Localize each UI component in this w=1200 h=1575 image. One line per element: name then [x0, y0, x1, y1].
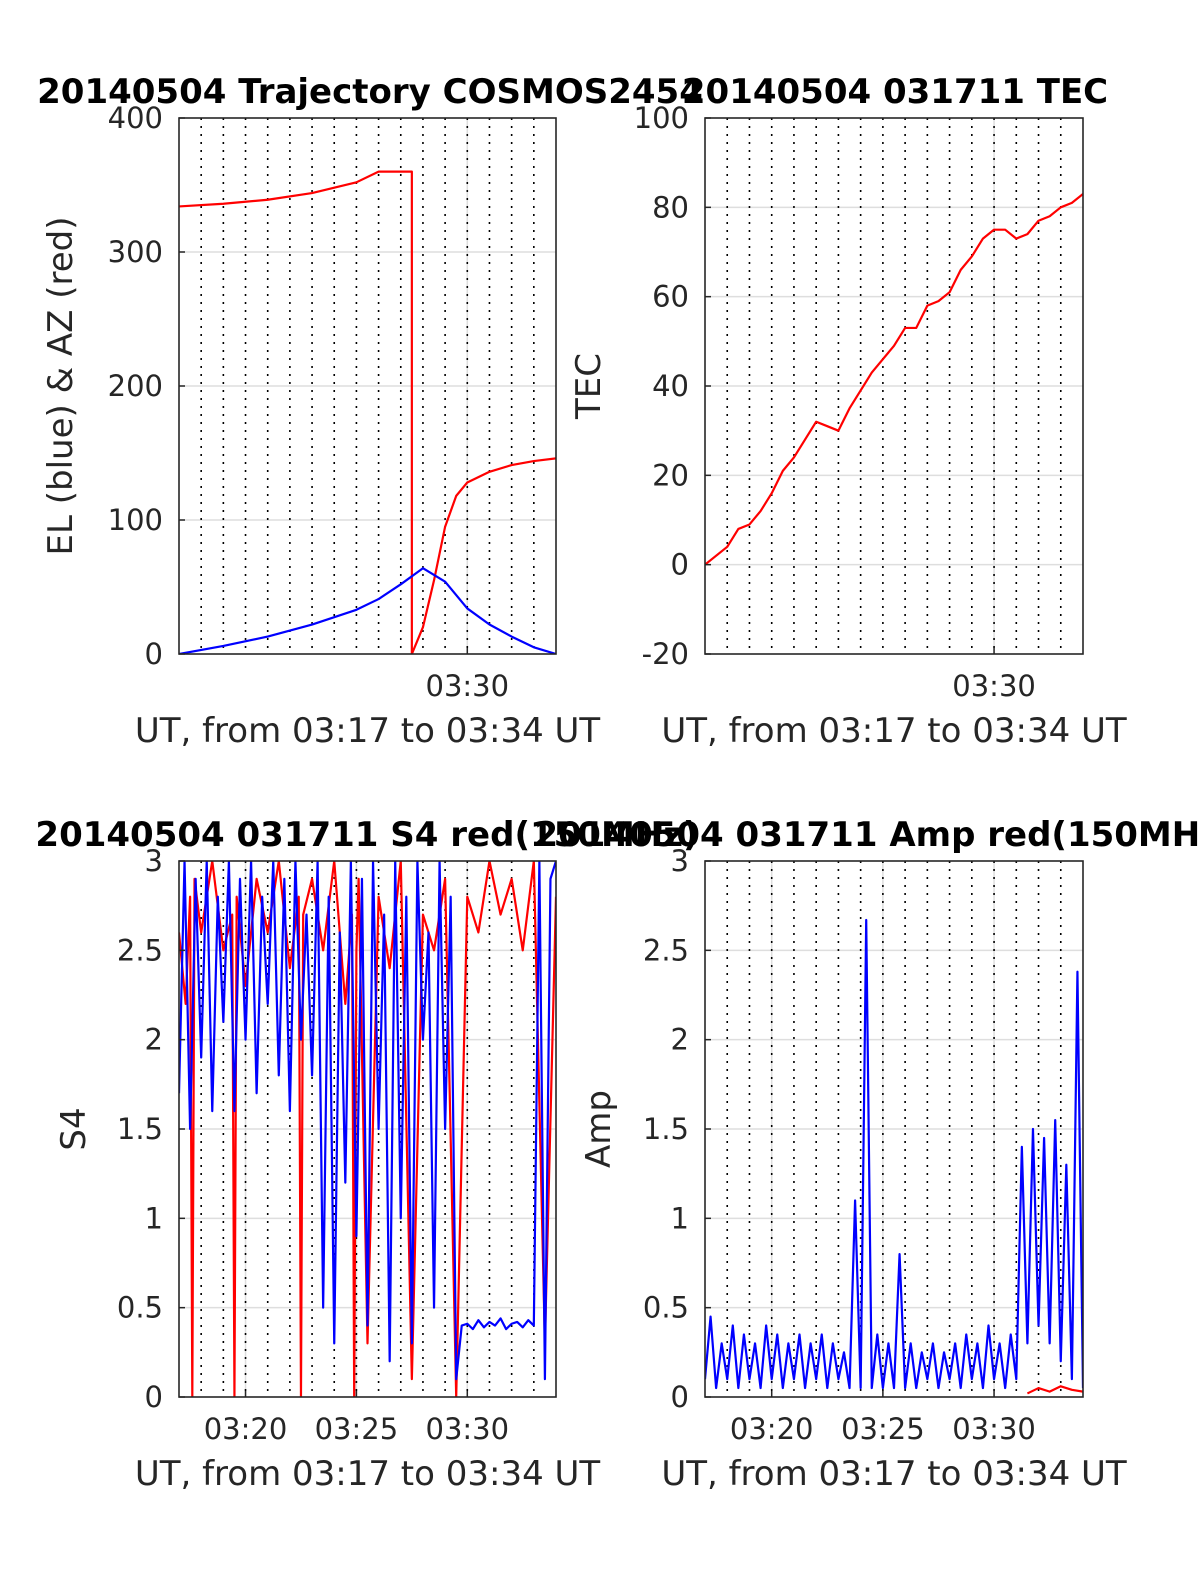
amp-ylabel: Amp: [579, 1090, 619, 1168]
s4-panel: 0 0.5 1 1.5 2 2.5 3 03:20 03:25 03:30 UT, from 03:…: [35, 815, 698, 1494]
trajectory-ylabel: EL (blue) & AZ (red): [41, 216, 81, 555]
trajectory-ytick-label: 0: [145, 637, 163, 671]
s4-xtick-label: 03:25: [315, 1412, 399, 1446]
trajectory-ytick-label: 200: [108, 369, 163, 403]
s4-ytick-label: 0.5: [117, 1291, 163, 1325]
trajectory-ytick-label: 400: [108, 101, 163, 135]
trajectory-xtick-label: 03:30: [426, 669, 510, 703]
s4-ytick-label: 2.5: [117, 933, 163, 967]
trajectory-xlabel: UT, from 03:17 to 03:34 UT: [135, 711, 601, 751]
s4-title: 20140504 031711 S4 red(150MHz): [35, 815, 698, 855]
trajectory-series-1: [179, 567, 556, 654]
amp-ytick-label: 2.5: [643, 933, 689, 967]
amp-ytick-label: 0: [671, 1380, 689, 1414]
s4-ytick-label: 3: [145, 844, 163, 878]
s4-xlabel: UT, from 03:17 to 03:34 UT: [135, 1454, 601, 1494]
amp-panel: 0 0.5 1 1.5 2 2.5 3 03:20 03:25 03:30 UT, from 03:…: [534, 815, 1200, 1494]
tec-ytick-label: 100: [634, 101, 689, 135]
s4-series-1: [179, 861, 556, 1381]
tec-ylabel: TEC: [569, 353, 609, 420]
s4-ytick-label: 0: [145, 1380, 163, 1414]
tec-xtick-label: 03:30: [952, 669, 1036, 703]
s4-ytick-label: 1.5: [117, 1112, 163, 1146]
s4-ylabel: S4: [54, 1107, 94, 1150]
tec-ytick-label: -20: [642, 637, 689, 671]
s4-ytick-label: 1: [145, 1201, 163, 1235]
trajectory-ytick-label: 100: [108, 503, 163, 537]
amp-ytick-label: 2: [671, 1023, 689, 1057]
tec-ytick-label: 80: [652, 190, 689, 224]
s4-xtick-label: 03:30: [426, 1412, 510, 1446]
amp-xtick-label: 03:25: [841, 1412, 925, 1446]
tec-ytick-label: 20: [652, 458, 689, 492]
amp-series-0: [1026, 1385, 1083, 1395]
tec-ytick-label: 40: [652, 369, 689, 403]
trajectory-series-0: [179, 170, 556, 654]
s4-xtick-label: 03:20: [204, 1412, 288, 1446]
amp-xlabel: UT, from 03:17 to 03:34 UT: [661, 1454, 1127, 1494]
tec-title: 20140504 031711 TEC: [682, 72, 1108, 112]
tec-xlabel: UT, from 03:17 to 03:34 UT: [661, 711, 1127, 751]
tec-ytick-label: 60: [652, 280, 689, 314]
amp-ytick-label: 1: [671, 1201, 689, 1235]
tec-ytick-label: 0: [671, 548, 689, 582]
amp-xtick-label: 03:30: [952, 1412, 1036, 1446]
tec-series-0: [705, 193, 1083, 566]
amp-series-1: [705, 918, 1083, 1390]
amp-xtick-label: 03:20: [730, 1412, 814, 1446]
amp-ytick-label: 3: [671, 844, 689, 878]
tec-panel: -20 0 20 40 60 80 100 03:30 UT, from 03:17 to 03…: [569, 72, 1127, 751]
trajectory-ytick-label: 300: [108, 235, 163, 269]
amp-title: 20140504 031711 Amp red(150MHz): [534, 815, 1200, 855]
trajectory-title: 20140504 Trajectory COSMOS2454: [37, 72, 703, 112]
amp-ytick-label: 0.5: [643, 1291, 689, 1325]
s4-ytick-label: 2: [145, 1023, 163, 1057]
amp-ytick-label: 1.5: [643, 1112, 689, 1146]
